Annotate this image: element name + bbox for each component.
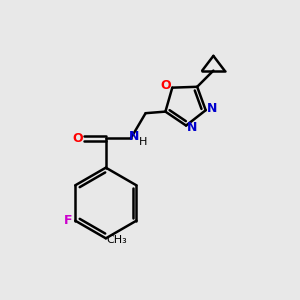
Text: F: F: [64, 214, 72, 227]
Text: N: N: [188, 121, 198, 134]
Text: CH₃: CH₃: [106, 235, 128, 245]
Text: O: O: [72, 132, 83, 145]
Text: H: H: [139, 137, 147, 147]
Text: O: O: [160, 79, 171, 92]
Text: N: N: [207, 102, 217, 115]
Text: N: N: [129, 130, 140, 143]
